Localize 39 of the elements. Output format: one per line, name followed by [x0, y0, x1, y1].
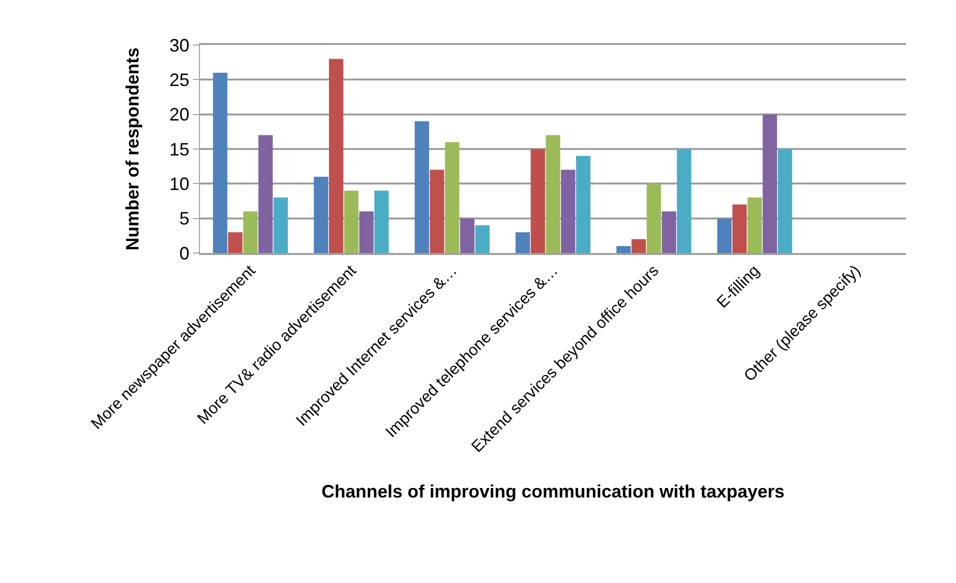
bar: [546, 135, 560, 253]
y-tick-label: 0: [179, 243, 190, 264]
bar: [430, 170, 444, 253]
y-axis-title: Number of respondents: [122, 47, 143, 251]
bar: [328, 58, 344, 253]
y-tick-label: 15: [169, 139, 190, 160]
bar: [632, 239, 646, 253]
bar: [616, 246, 631, 253]
bar: [414, 121, 430, 253]
bar: [662, 211, 676, 253]
bar: [359, 211, 374, 253]
bar: [717, 218, 732, 253]
bar: [243, 211, 258, 253]
bar: [560, 170, 576, 253]
bar: [516, 232, 530, 253]
y-tick-label: 25: [169, 70, 190, 90]
bar: [374, 190, 389, 253]
bar: [314, 176, 328, 253]
bar: [212, 72, 228, 253]
bar: [778, 149, 792, 253]
x-axis-title: Channels of improving communication with taxpayers: [321, 482, 785, 502]
bar: [732, 204, 747, 253]
bar: [475, 225, 490, 253]
bar: [258, 135, 273, 253]
bar: [274, 198, 288, 253]
y-tick-label: 30: [169, 35, 190, 56]
bar: [748, 198, 762, 253]
bar: [228, 232, 242, 253]
bar: [530, 149, 546, 253]
y-tick-label: 5: [179, 208, 190, 229]
bar: [676, 149, 692, 253]
bar: [646, 184, 662, 253]
bar: [344, 190, 358, 253]
bar: [460, 218, 474, 253]
bar: [576, 156, 590, 253]
bar: [444, 142, 460, 253]
y-tick-label: 10: [169, 174, 190, 194]
y-tick-label: 20: [169, 104, 190, 125]
bar: [762, 114, 778, 253]
